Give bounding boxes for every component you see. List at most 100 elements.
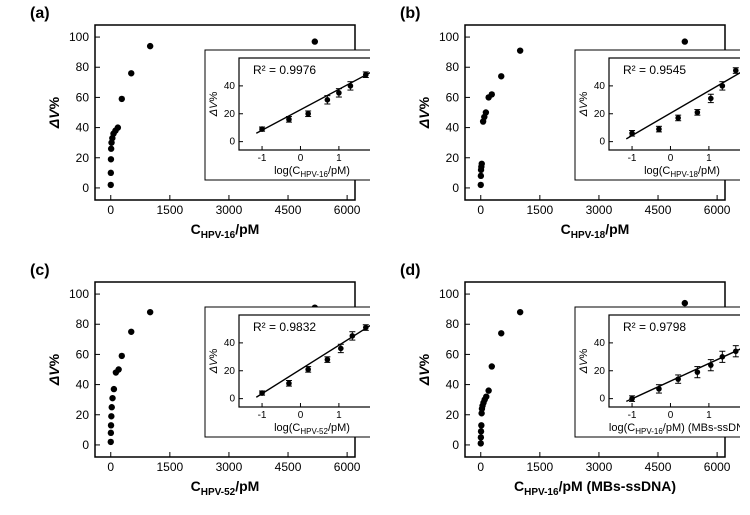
data-point <box>489 91 495 97</box>
r2-label: R² = 0.9832 <box>253 320 316 334</box>
inset-ytick: 0 <box>599 394 605 405</box>
y-axis-label: ΔV% <box>46 353 62 386</box>
data-point <box>478 434 484 440</box>
y-axis-label: ΔV% <box>416 96 432 129</box>
inset-point <box>338 346 344 352</box>
data-point <box>109 404 115 410</box>
inset-point <box>259 390 265 396</box>
chart-svg: 01500300045006000020406080100ΔV%CHPV-16/… <box>30 5 370 245</box>
xtick-label: 3000 <box>586 203 613 217</box>
inset-ylabel: ΔV% <box>578 92 590 118</box>
ytick-label: 100 <box>439 287 459 301</box>
inset-ylabel: ΔV% <box>578 349 590 375</box>
inset-xtick: -1 <box>628 153 637 164</box>
inset-xtick: 0 <box>298 410 304 421</box>
data-point <box>119 353 125 359</box>
inset-point <box>286 117 292 123</box>
data-point <box>147 43 153 49</box>
inset-xtick: 1 <box>706 153 712 164</box>
inset-point <box>305 367 311 373</box>
inset-ytick: 0 <box>229 137 235 148</box>
data-point <box>489 363 495 369</box>
xtick-label: 0 <box>107 203 114 217</box>
inset-ytick: 20 <box>594 109 606 120</box>
xtick-label: 6000 <box>704 460 731 474</box>
inset-ytick: 40 <box>594 81 606 92</box>
panel-b: (b)01500300045006000020406080100ΔV%CHPV-… <box>400 5 740 245</box>
inset-ytick: 0 <box>599 137 605 148</box>
data-point <box>108 422 114 428</box>
data-point <box>682 38 688 44</box>
xtick-label: 3000 <box>586 460 613 474</box>
data-point <box>108 170 114 176</box>
inset-point <box>656 386 662 392</box>
data-point <box>478 440 484 446</box>
data-point <box>682 300 688 306</box>
inset-ytick: 20 <box>224 366 236 377</box>
x-axis-label: CHPV-52/pM <box>191 478 260 498</box>
inset-point <box>675 376 681 382</box>
inset-xtick: 1 <box>336 153 342 164</box>
ytick-label: 40 <box>76 378 90 392</box>
xtick-label: 0 <box>477 460 484 474</box>
inset-point <box>325 357 331 363</box>
xtick-label: 1500 <box>156 203 183 217</box>
inset-point <box>708 96 714 102</box>
data-point <box>111 386 117 392</box>
chart-svg: 01500300045006000020406080100ΔV%CHPV-18/… <box>400 5 740 245</box>
inset-point <box>675 115 681 121</box>
r2-label: R² = 0.9976 <box>253 63 316 77</box>
inset-point <box>695 369 701 375</box>
xtick-label: 1500 <box>526 460 553 474</box>
inset-ytick: 20 <box>594 366 606 377</box>
data-point <box>498 73 504 79</box>
y-axis-label: ΔV% <box>416 353 432 386</box>
inset-xtick: 0 <box>668 410 674 421</box>
inset-xtick: 0 <box>668 153 674 164</box>
xtick-label: 3000 <box>216 460 243 474</box>
inset-point <box>720 354 726 360</box>
inset-xlabel: log(CHPV-16/pM) (MBs-ssDNA) <box>609 422 740 436</box>
ytick-label: 20 <box>76 151 90 165</box>
data-point <box>478 428 484 434</box>
ytick-label: 80 <box>446 317 460 331</box>
data-point <box>115 124 121 130</box>
data-point <box>485 387 491 393</box>
inset-xtick: 1 <box>706 410 712 421</box>
data-point <box>128 70 134 76</box>
data-point <box>498 330 504 336</box>
data-point <box>108 430 114 436</box>
xtick-label: 6000 <box>334 460 361 474</box>
inset-point <box>286 381 292 387</box>
xtick-label: 6000 <box>704 203 731 217</box>
data-point <box>478 182 484 188</box>
inset-xtick: -1 <box>258 153 267 164</box>
xtick-label: 6000 <box>334 203 361 217</box>
data-point <box>479 161 485 167</box>
ytick-label: 80 <box>76 60 90 74</box>
inset-ylabel: ΔV% <box>208 349 220 375</box>
inset-point <box>733 68 739 74</box>
xtick-label: 4500 <box>275 460 302 474</box>
ytick-label: 40 <box>446 378 460 392</box>
inset-ytick: 40 <box>594 338 606 349</box>
data-point <box>115 366 121 372</box>
ytick-label: 60 <box>76 347 90 361</box>
xtick-label: 4500 <box>645 203 672 217</box>
data-point <box>478 422 484 428</box>
ytick-label: 20 <box>76 408 90 422</box>
ytick-label: 60 <box>446 347 460 361</box>
ytick-label: 0 <box>82 181 89 195</box>
inset-xtick: 0 <box>298 153 304 164</box>
inset-point <box>350 333 356 339</box>
xtick-label: 1500 <box>526 203 553 217</box>
data-point <box>478 173 484 179</box>
ytick-label: 20 <box>446 408 460 422</box>
ytick-label: 0 <box>452 438 459 452</box>
inset-point <box>325 97 331 103</box>
inset-point <box>348 83 354 89</box>
panel-d: (d)01500300045006000020406080100ΔV%CHPV-… <box>400 262 740 502</box>
xtick-label: 4500 <box>275 203 302 217</box>
x-axis-label: CHPV-16/pM (MBs-ssDNA) <box>514 478 676 498</box>
panel-c: (c)01500300045006000020406080100ΔV%CHPV-… <box>30 262 370 502</box>
